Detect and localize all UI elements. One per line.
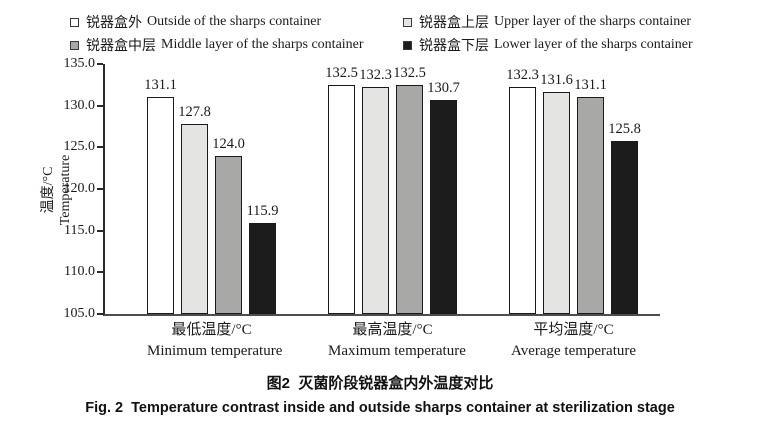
- bar: [147, 96, 174, 314]
- bar-value-label: 131.1: [144, 76, 177, 93]
- legend-label-cn: 锐器盒外: [86, 16, 142, 31]
- y-tick-mark: [97, 313, 103, 315]
- legend-marker-icon: [70, 40, 79, 50]
- bar: [577, 96, 604, 314]
- bar: [249, 223, 276, 314]
- y-tick-label: 130.0: [63, 97, 96, 113]
- legend-item-outside: 锐器盒外 Outside of the sharps container: [70, 12, 403, 32]
- bar-groups: 131.1 127.8 124.0 115.9 132.5 132.3 132.5 130.7…: [105, 64, 660, 314]
- bar: [328, 84, 355, 314]
- x-category-label-en: Minimum temperature: [147, 343, 283, 359]
- x-labels: 最低温度/°C Minimum temperature 最高温度/°C Maximum…: [105, 320, 660, 362]
- y-tick-mark: [97, 271, 103, 274]
- legend-item-middle: 锐器盒中层 Middle layer of the sharps contain…: [70, 35, 403, 55]
- legend-item-upper: 锐器盒上层 Upper layer of the sharps containe…: [403, 12, 693, 32]
- x-category-label-cn: 平均温度/°C: [533, 322, 614, 338]
- bar: [543, 92, 570, 314]
- legend-item-lower: 锐器盒下层 Lower layer of the sharps containe…: [403, 35, 693, 55]
- bar-group: 132.5 132.3 132.5 130.7: [325, 65, 460, 314]
- y-tick-label: 110.0: [64, 264, 95, 280]
- y-tick-mark: [97, 63, 103, 65]
- bar-group: 131.1 127.8 124.0 115.9: [144, 77, 279, 314]
- y-tick-mark: [97, 146, 103, 149]
- legend-label-cn: 锐器盒中层: [86, 39, 156, 54]
- bar-slot: 132.3: [506, 67, 539, 314]
- x-category-label: 平均温度/°C Average temperature: [509, 320, 638, 362]
- bar-value-label: 125.8: [608, 120, 641, 137]
- x-category-label-en: Average temperature: [510, 343, 637, 359]
- y-tick-mark: [97, 229, 103, 232]
- bar: [611, 140, 638, 314]
- x-category-label-cn: 最高温度/°C: [352, 322, 433, 338]
- y-tick-label: 120.0: [63, 181, 96, 196]
- bar-slot: 130.7: [427, 80, 460, 314]
- bar: [396, 84, 423, 314]
- bar-slot: 131.6: [540, 72, 573, 314]
- bar-value-label: 132.5: [325, 64, 358, 81]
- legend-label-en: Upper layer of the sharps container: [494, 14, 692, 29]
- bar-value-label: 127.8: [178, 104, 211, 120]
- figure-caption-en: Fig. 2 Temperature contrast inside and o…: [85, 400, 675, 416]
- legend-label-cn: 锐器盒下层: [419, 39, 489, 54]
- bar: [430, 99, 457, 314]
- bar-slot: 131.1: [144, 77, 177, 314]
- x-category-label: 最低温度/°C Minimum temperature: [147, 320, 283, 362]
- y-tick-label: 115.0: [64, 222, 95, 238]
- legend-marker-icon: [403, 40, 412, 50]
- legend-label-en: Lower layer of the sharps container: [494, 37, 693, 52]
- bar-slot: 127.8: [178, 104, 211, 314]
- x-category-label-cn: 最低温度/°C: [171, 322, 252, 338]
- bar: [509, 86, 536, 314]
- y-tick-label: 135.0: [63, 56, 96, 71]
- y-tick-label: 125.0: [63, 139, 96, 155]
- bar-group: 132.3 131.6 131.1 125.8: [506, 67, 641, 314]
- bar-value-label: 124.0: [212, 135, 245, 152]
- bar-value-label: 131.6: [540, 72, 573, 89]
- legend-label-cn: 锐器盒上层: [419, 16, 489, 31]
- bar-slot: 115.9: [246, 203, 279, 314]
- x-category-label-en: Maximum temperature: [328, 343, 466, 359]
- bar-value-label: 132.3: [506, 66, 539, 83]
- plot-area: 135.0 130.0 125.0 120.0 115.0 110.0 105.0 131.…: [64, 56, 660, 359]
- bar-value-label: 130.7: [427, 79, 460, 96]
- bar: [215, 155, 242, 314]
- bar-slot: 132.5: [393, 65, 426, 314]
- bar-slot: 131.1: [574, 77, 607, 314]
- bar-value-label: 132.5: [393, 64, 426, 81]
- legend: 锐器盒外 Outside of the sharps container 锐器盒…: [70, 12, 693, 55]
- figure-caption-cn: 图2 灭菌阶段锐器盒内外温度对比: [266, 375, 494, 392]
- bar-value-label: 132.3: [359, 66, 392, 83]
- bar-slot: 125.8: [608, 121, 641, 314]
- bar-value-label: 131.1: [574, 76, 607, 93]
- bar: [181, 124, 208, 314]
- y-tick-mark: [97, 188, 103, 190]
- bar-slot: 132.5: [325, 65, 358, 314]
- legend-marker-icon: [403, 17, 412, 27]
- bar-slot: 132.3: [359, 67, 392, 314]
- y-tick-label: 105.0: [63, 306, 96, 321]
- legend-label-en: Outside of the sharps container: [147, 14, 322, 29]
- figure-caption: 图2 灭菌阶段锐器盒内外温度对比 Fig. 2 Temperature cont…: [0, 372, 760, 416]
- bar: [362, 86, 389, 314]
- x-category-label: 最高温度/°C Maximum temperature: [328, 320, 466, 362]
- y-axis-title-cn: 温度/°C: [41, 166, 56, 214]
- bar-slot: 124.0: [212, 136, 245, 314]
- legend-marker-icon: [70, 17, 79, 27]
- bar-value-label: 115.9: [246, 203, 279, 220]
- legend-label-en: Middle layer of the sharps container: [161, 37, 364, 52]
- y-tick-mark: [97, 104, 103, 107]
